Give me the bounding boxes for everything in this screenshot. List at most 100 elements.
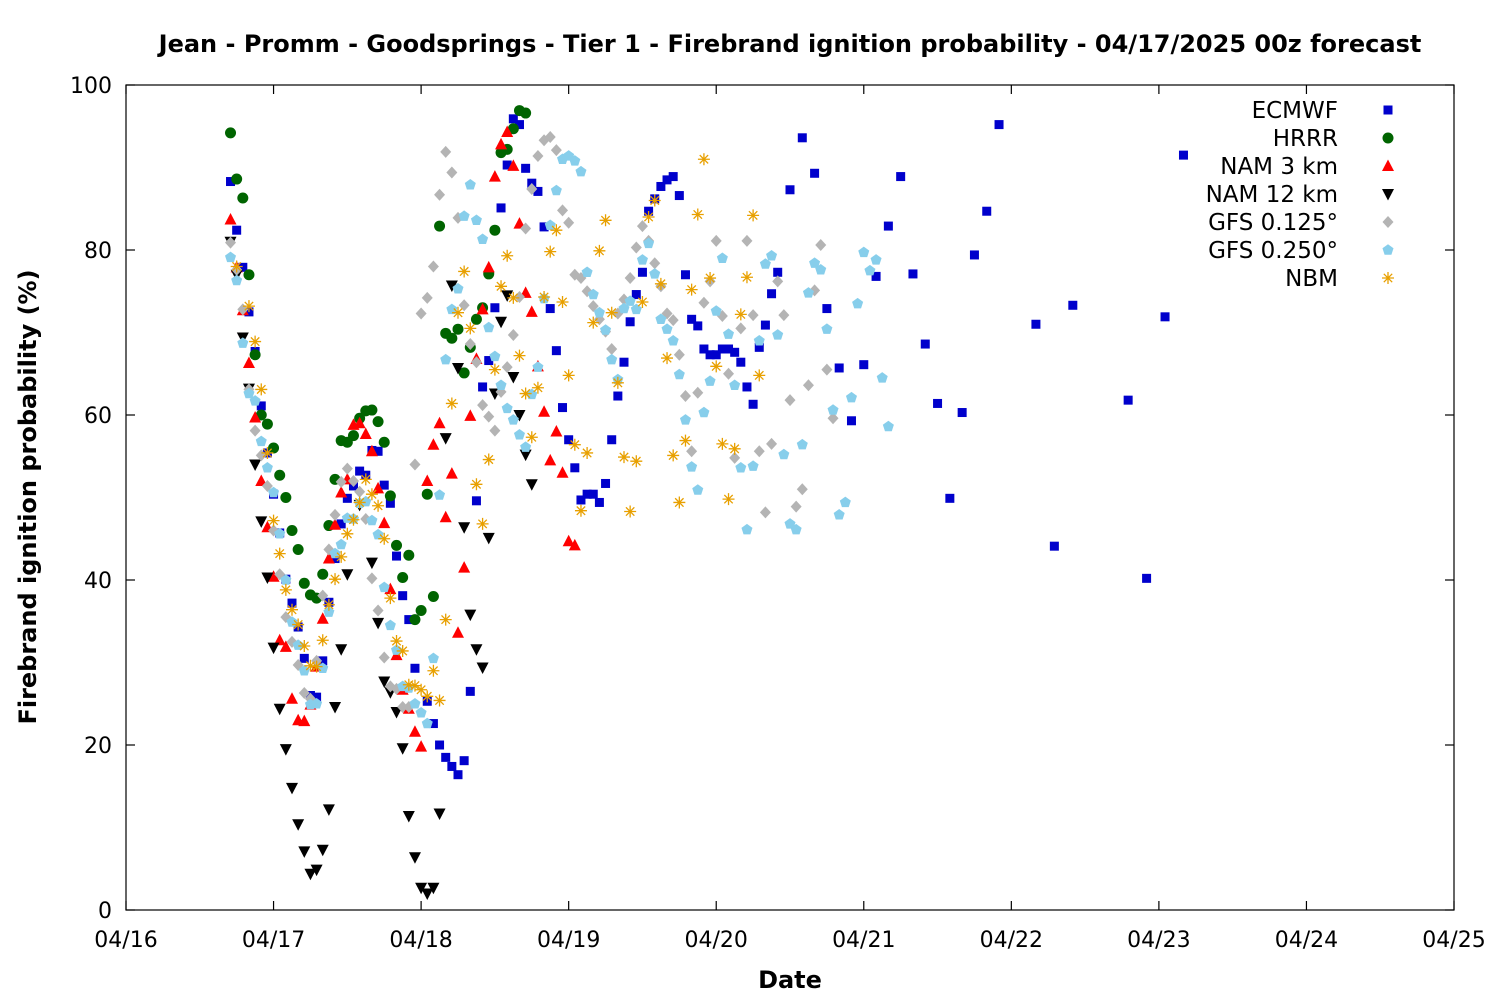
data-point bbox=[716, 252, 728, 263]
data-point bbox=[390, 635, 403, 648]
data-point bbox=[477, 233, 489, 244]
data-point bbox=[427, 260, 439, 273]
data-point bbox=[624, 272, 636, 285]
data-point bbox=[476, 302, 489, 315]
data-point bbox=[452, 323, 464, 335]
series-gfs-0-250 bbox=[225, 150, 894, 729]
data-point bbox=[495, 137, 508, 150]
data-point bbox=[427, 664, 440, 677]
data-point bbox=[686, 461, 698, 472]
data-point bbox=[673, 496, 686, 509]
data-point bbox=[274, 528, 286, 539]
data-point bbox=[613, 391, 623, 401]
data-point bbox=[329, 573, 342, 586]
data-point bbox=[261, 479, 273, 492]
data-point bbox=[470, 356, 482, 369]
data-point bbox=[322, 804, 335, 816]
data-point bbox=[772, 275, 784, 288]
data-point bbox=[249, 335, 262, 348]
data-point bbox=[778, 448, 790, 460]
data-point bbox=[452, 362, 464, 375]
data-point bbox=[876, 372, 888, 383]
data-point bbox=[384, 619, 396, 631]
data-point bbox=[347, 513, 360, 526]
data-point bbox=[242, 356, 255, 369]
data-point bbox=[692, 386, 704, 399]
data-point bbox=[341, 462, 353, 475]
data-point bbox=[673, 348, 685, 361]
data-point bbox=[287, 598, 297, 608]
chart-title: Jean - Promm - Goodsprings - Tier 1 - Fi… bbox=[157, 30, 1422, 58]
data-point bbox=[280, 574, 292, 585]
data-point bbox=[489, 424, 501, 437]
data-point bbox=[562, 369, 575, 382]
data-point bbox=[871, 271, 881, 281]
data-point bbox=[433, 416, 446, 429]
data-point bbox=[581, 446, 594, 459]
data-point bbox=[440, 353, 452, 365]
data-point bbox=[445, 467, 458, 479]
data-point bbox=[753, 445, 765, 458]
data-point bbox=[317, 589, 329, 602]
data-point bbox=[365, 444, 378, 457]
data-point bbox=[636, 254, 648, 265]
data-point bbox=[458, 561, 471, 573]
data-point bbox=[415, 882, 428, 895]
data-point bbox=[821, 363, 833, 376]
data-point bbox=[606, 343, 618, 355]
data-point bbox=[483, 321, 495, 333]
data-point bbox=[637, 267, 647, 277]
data-point bbox=[279, 744, 292, 756]
data-point bbox=[347, 430, 359, 442]
data-point bbox=[231, 173, 243, 185]
data-point bbox=[341, 527, 354, 540]
data-point bbox=[698, 296, 710, 309]
data-point bbox=[476, 662, 489, 674]
data-point bbox=[408, 725, 421, 737]
data-point bbox=[723, 328, 735, 339]
data-point bbox=[735, 322, 747, 335]
series-gfs-0-125 bbox=[225, 130, 839, 714]
x-tick-label: 04/22 bbox=[980, 928, 1043, 953]
data-point bbox=[601, 478, 611, 488]
data-point bbox=[667, 314, 679, 327]
data-point bbox=[365, 557, 378, 570]
data-point bbox=[697, 153, 710, 166]
data-point bbox=[767, 289, 777, 299]
data-point bbox=[531, 381, 544, 394]
data-point bbox=[446, 166, 458, 179]
data-point bbox=[661, 323, 673, 334]
data-point bbox=[722, 493, 735, 506]
data-point bbox=[785, 185, 795, 195]
data-point bbox=[870, 254, 882, 265]
data-point bbox=[624, 295, 636, 306]
data-point bbox=[452, 306, 464, 319]
data-point bbox=[692, 484, 704, 495]
data-point bbox=[507, 159, 520, 171]
data-point bbox=[558, 403, 568, 413]
data-point bbox=[410, 663, 420, 673]
data-point bbox=[317, 568, 329, 580]
data-point bbox=[347, 475, 359, 487]
data-point bbox=[378, 651, 390, 664]
data-point bbox=[859, 360, 869, 370]
data-point bbox=[261, 446, 274, 459]
data-point bbox=[409, 458, 421, 471]
data-point bbox=[747, 309, 759, 322]
data-point bbox=[734, 308, 747, 321]
data-point bbox=[710, 360, 723, 373]
data-point bbox=[538, 405, 551, 417]
data-point bbox=[484, 356, 494, 366]
data-point bbox=[255, 474, 268, 486]
data-point bbox=[742, 382, 752, 392]
data-point bbox=[298, 577, 310, 589]
data-point bbox=[404, 615, 414, 625]
data-point bbox=[378, 532, 391, 545]
data-point bbox=[470, 214, 482, 225]
data-point bbox=[415, 605, 427, 617]
data-point bbox=[538, 291, 551, 304]
x-axis-label: Date bbox=[758, 966, 822, 994]
data-point bbox=[471, 496, 481, 506]
data-point bbox=[397, 701, 409, 714]
